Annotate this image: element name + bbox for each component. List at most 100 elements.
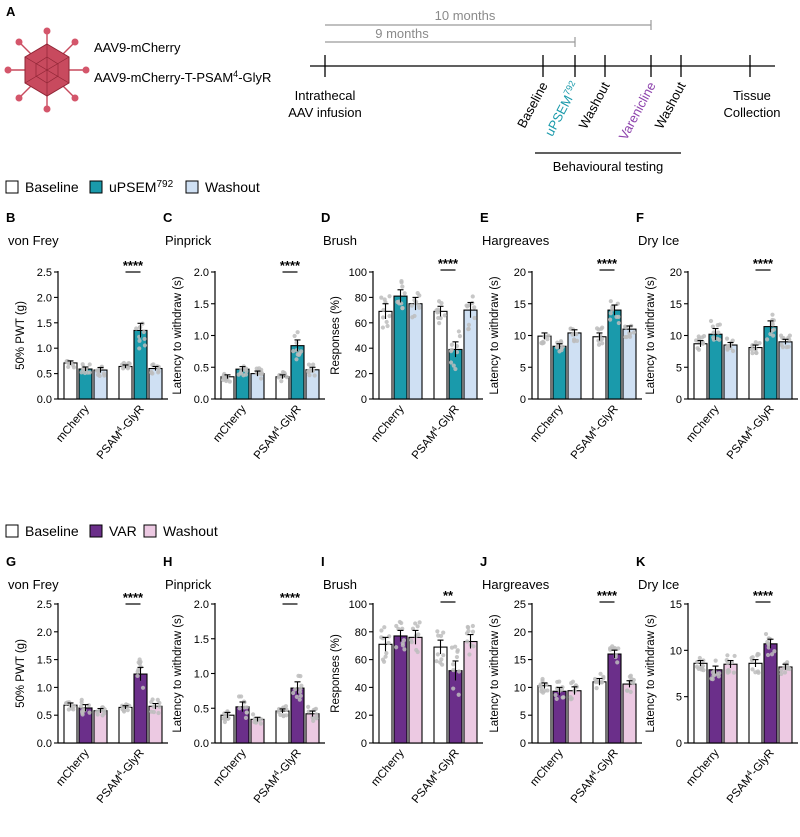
data-point (448, 360, 454, 365)
data-point (435, 629, 440, 634)
y-tick-label: 0 (676, 738, 682, 750)
data-point (770, 312, 775, 317)
bar-washout-psam (622, 328, 637, 400)
data-point (400, 626, 405, 631)
data-point (95, 712, 100, 717)
y-tick-label: 20 (514, 627, 526, 639)
data-point (400, 643, 406, 648)
significance-stars: **** (597, 256, 618, 271)
data-point (385, 323, 390, 329)
data-point (701, 668, 706, 673)
y-axis-label: Latency to withdraw (s) (172, 614, 184, 732)
data-point (471, 644, 476, 649)
span-9-months: 9 months (325, 26, 576, 47)
data-point (294, 694, 299, 700)
data-point (601, 676, 606, 681)
data-point (142, 336, 147, 342)
data-point (726, 668, 731, 673)
data-point (467, 652, 472, 657)
data-point (596, 342, 602, 347)
data-point (79, 700, 84, 705)
y-tick-label: 15 (514, 655, 526, 667)
y-axis-label: Latency to withdraw (s) (489, 276, 501, 394)
x-tick-label-mcherry: mCherry (528, 747, 566, 789)
data-point (542, 688, 547, 693)
data-point (86, 703, 91, 708)
bar-upsem792-mcherry (393, 295, 408, 400)
data-point (299, 683, 304, 688)
data-point (569, 696, 574, 701)
data-point (599, 680, 604, 685)
data-point (754, 350, 759, 356)
chart-i: I Brush 0 20 40 60 80 100 Responses (%) mCherryPS… (321, 554, 483, 806)
x-tick-label-psam: PSAM4-GlyR (567, 746, 620, 806)
data-point (237, 706, 242, 711)
y-tick-label: 2.0 (194, 599, 209, 611)
data-point (156, 366, 161, 371)
data-point (306, 362, 312, 367)
data-point (387, 313, 392, 319)
significance-stars: **** (753, 588, 774, 603)
data-point (466, 628, 471, 634)
legend-label-var: VAR (109, 523, 137, 539)
data-point (410, 315, 415, 320)
data-point (539, 689, 544, 694)
y-tick-label: 0 (361, 738, 367, 750)
data-point (244, 366, 249, 371)
data-point (631, 677, 636, 683)
y-tick-label: 40 (355, 682, 367, 694)
data-point (101, 371, 107, 376)
y-axis-label: Responses (%) (330, 296, 342, 375)
y-tick-label: 1.5 (194, 634, 209, 646)
y-tick-label: 0.5 (194, 703, 209, 715)
data-point (224, 374, 229, 380)
data-point (295, 330, 300, 335)
data-point (417, 620, 422, 625)
bar-baseline-mcherry (537, 685, 552, 744)
data-point (546, 333, 551, 338)
timeline-axis (310, 55, 775, 77)
data-point (614, 314, 619, 319)
chart-h: H Pinprick 0.0 0.5 1.0 1.5 2.0 Latency to withd… (163, 554, 325, 806)
data-point (102, 707, 107, 712)
chart-title: Hargreaves (482, 233, 550, 248)
data-point (121, 708, 126, 713)
chart-title: Dry Ice (638, 577, 679, 592)
legend-label-washout: Washout (163, 523, 218, 539)
y-tick-label: 100 (349, 267, 367, 279)
y-tick-label: 10 (670, 645, 682, 657)
y-axis-label: Latency to withdraw (s) (489, 614, 501, 732)
y-tick-label: 5 (520, 710, 526, 722)
data-point (616, 646, 621, 651)
data-point (725, 653, 730, 658)
data-point (87, 710, 92, 715)
y-tick-label: 10 (514, 682, 526, 694)
span-10-months: 10 months (325, 8, 652, 30)
data-point (786, 665, 791, 671)
data-point (254, 366, 259, 371)
data-point (771, 327, 776, 332)
data-point (399, 278, 404, 284)
infusion-label-line1: Intrathecal (295, 88, 356, 103)
data-point (593, 680, 599, 685)
data-point (284, 713, 289, 718)
data-point (141, 329, 146, 335)
panel-letter-c: C (163, 210, 173, 225)
data-point (554, 686, 560, 691)
data-point (416, 303, 421, 308)
data-point (415, 624, 420, 629)
data-point (284, 374, 290, 380)
data-point (258, 721, 263, 726)
data-point (574, 332, 579, 337)
data-point (540, 676, 545, 682)
data-point (381, 307, 386, 313)
data-point (756, 652, 761, 657)
data-point (379, 295, 384, 300)
data-point (306, 369, 311, 374)
data-point (559, 348, 564, 353)
data-point (541, 340, 546, 345)
